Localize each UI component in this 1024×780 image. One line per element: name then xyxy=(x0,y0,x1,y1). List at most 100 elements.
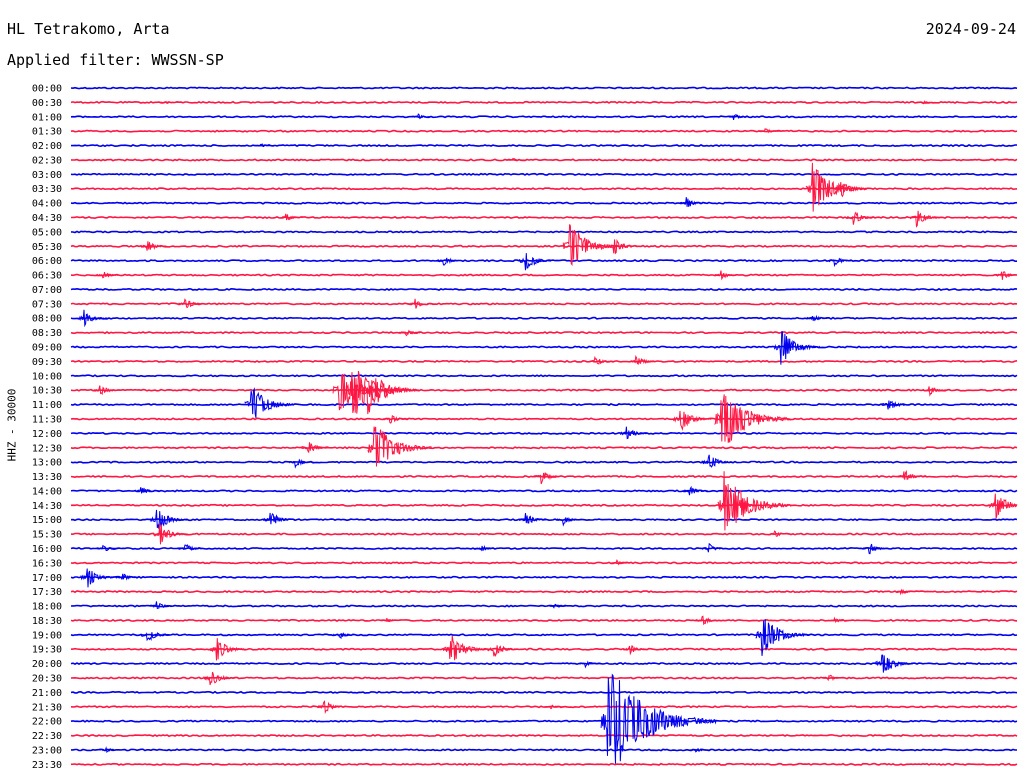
station-title: HL Tetrakomo, Arta xyxy=(7,20,170,38)
trace-1700 xyxy=(70,575,1018,579)
seismic-event xyxy=(96,272,120,279)
seismic-event xyxy=(727,114,749,121)
time-label: 19:30 xyxy=(32,645,62,656)
trace-1030 xyxy=(70,388,1018,392)
seismic-event xyxy=(717,471,792,531)
seismic-event xyxy=(768,530,792,538)
trace-0530 xyxy=(70,244,1018,248)
seismic-event xyxy=(805,162,867,212)
time-label: 02:00 xyxy=(32,141,62,152)
trace-2100 xyxy=(70,690,1018,694)
seismic-event xyxy=(115,573,139,581)
seismic-event xyxy=(701,454,734,468)
trace-0930 xyxy=(70,359,1018,363)
trace-2000 xyxy=(70,662,1018,666)
seismic-event xyxy=(875,654,914,673)
trace-1730 xyxy=(70,590,1018,594)
seismic-event xyxy=(398,329,423,337)
seismic-event xyxy=(600,673,717,764)
time-label: 08:00 xyxy=(32,314,62,325)
seismic-event xyxy=(619,426,649,440)
trace-2130 xyxy=(70,705,1018,709)
seismic-event xyxy=(518,512,548,524)
trace-1300 xyxy=(70,460,1018,464)
trace-0330 xyxy=(70,187,1018,191)
seismic-event xyxy=(317,700,346,714)
time-label: 04:00 xyxy=(32,199,62,210)
time-label: 09:30 xyxy=(32,357,62,368)
time-label: 17:30 xyxy=(32,587,62,598)
time-label: 10:30 xyxy=(32,386,62,397)
seismic-event xyxy=(862,543,890,555)
trace-2230 xyxy=(70,733,1018,738)
seismic-event xyxy=(152,523,188,545)
trace-0000 xyxy=(70,86,1018,90)
seismic-event xyxy=(755,619,811,656)
seismic-event xyxy=(93,385,121,396)
time-label: 08:30 xyxy=(32,328,62,339)
seismic-event xyxy=(714,394,792,443)
trace-0830 xyxy=(70,331,1018,335)
seismic-event xyxy=(881,400,910,410)
time-label: 03:00 xyxy=(32,170,62,181)
seismic-event xyxy=(178,298,206,309)
trace-1000 xyxy=(70,374,1018,378)
seismic-event xyxy=(827,616,849,624)
seismic-event xyxy=(588,355,614,365)
seismic-event xyxy=(96,544,120,551)
seismic-event xyxy=(244,387,296,418)
seismic-event xyxy=(607,238,639,255)
seismic-event xyxy=(988,493,1018,519)
seismic-event xyxy=(610,559,631,566)
time-label: 13:30 xyxy=(32,472,62,483)
seismic-event xyxy=(332,373,395,411)
trace-0200 xyxy=(71,143,1017,148)
time-label: 18:00 xyxy=(32,602,62,613)
time-label: 13:00 xyxy=(32,458,62,469)
seismic-event xyxy=(556,516,582,527)
seismic-event xyxy=(733,499,761,509)
seismic-event xyxy=(77,309,108,328)
time-label: 22:30 xyxy=(32,731,62,742)
time-label: 12:00 xyxy=(32,429,62,440)
time-label: 00:30 xyxy=(32,98,62,109)
trace-0130 xyxy=(70,129,1018,133)
trace-0700 xyxy=(70,287,1018,292)
trace-1600 xyxy=(70,546,1018,550)
events xyxy=(77,100,1018,764)
trace-1130 xyxy=(70,417,1018,421)
seismic-event xyxy=(263,512,295,525)
seismic-event xyxy=(408,298,434,309)
trace-2300 xyxy=(71,748,1017,752)
time-label: 14:00 xyxy=(32,486,62,497)
seismic-event xyxy=(149,601,176,610)
seismic-event xyxy=(209,638,247,661)
time-label: 16:00 xyxy=(32,544,62,555)
trace-1530 xyxy=(70,532,1018,536)
time-label: 21:30 xyxy=(32,702,62,713)
seismic-event xyxy=(827,257,854,268)
time-label: 15:30 xyxy=(32,530,62,541)
trace-2030 xyxy=(70,676,1018,680)
time-label: 01:00 xyxy=(32,112,62,123)
time-label: 04:30 xyxy=(32,213,62,224)
trace-0500 xyxy=(70,230,1018,234)
trace-0100 xyxy=(70,115,1018,119)
seismic-event xyxy=(380,617,401,623)
time-label: 20:00 xyxy=(32,659,62,670)
trace-1900 xyxy=(70,633,1018,637)
time-label: 02:30 xyxy=(32,155,62,166)
seismic-event xyxy=(203,671,236,686)
seismic-event xyxy=(995,271,1018,280)
seismic-event xyxy=(436,257,463,266)
seismic-event xyxy=(922,386,948,397)
time-label: 06:00 xyxy=(32,256,62,267)
seismic-event xyxy=(894,588,916,596)
seismic-event xyxy=(534,472,564,485)
trace-0630 xyxy=(70,273,1018,277)
seismic-event xyxy=(361,378,420,415)
seismic-event xyxy=(695,615,721,626)
time-label: 10:00 xyxy=(32,371,62,382)
time-label: 03:30 xyxy=(32,184,62,195)
time-label: 17:00 xyxy=(32,573,62,584)
